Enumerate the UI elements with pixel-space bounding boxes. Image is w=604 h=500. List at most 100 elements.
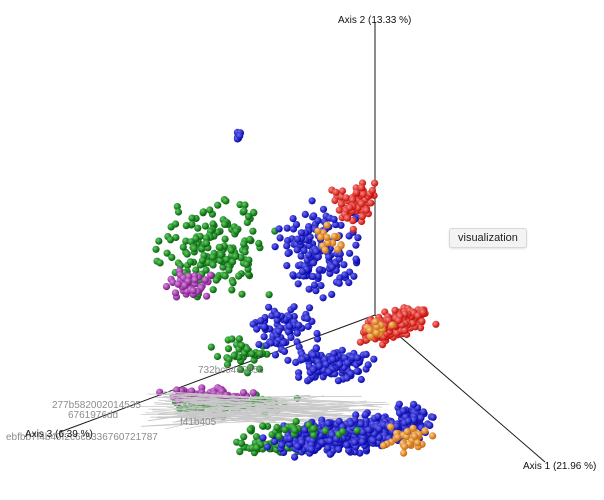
green-sample-point (291, 426, 299, 434)
green-sample-point (217, 251, 225, 259)
blue-sample-point (308, 197, 316, 205)
blue-sample-point (346, 249, 354, 257)
blue-sample-point (295, 321, 303, 329)
blue-sample-point (370, 355, 378, 363)
green-sample-point (182, 237, 190, 245)
blue-sample-point (364, 361, 372, 369)
green-sample-point (246, 235, 254, 243)
sample-label: 277b582002014535 (52, 400, 141, 411)
label-connector-line (155, 395, 362, 398)
red-sample-point (417, 324, 425, 332)
blue-sample-point (353, 354, 362, 362)
red-sample-point (367, 199, 375, 207)
blue-sample-point (265, 303, 273, 311)
red-sample-point (371, 179, 379, 187)
green-sample-point (265, 291, 273, 299)
blue-sample-point (305, 285, 313, 293)
orange-sample-point (314, 227, 322, 235)
blue-sample-point (324, 419, 332, 427)
blue-sample-point (294, 280, 302, 288)
red-sample-point (357, 184, 366, 192)
red-sample-point (348, 196, 357, 204)
blue-sample-point (350, 272, 358, 280)
green-sample-point (273, 423, 281, 431)
blue-sample-point (273, 311, 281, 319)
green-sample-point (248, 350, 256, 358)
visualization-button[interactable]: visualization (449, 228, 527, 248)
blue-sample-point (410, 416, 418, 424)
green-sample-point (235, 335, 243, 343)
blue-sample-point (267, 339, 275, 347)
green-sample-point (232, 227, 240, 235)
blue-sample-point (301, 426, 309, 434)
red-sample-point (401, 326, 409, 334)
green-sample-point (194, 224, 202, 232)
blue-sample-point (283, 262, 291, 270)
purple-sample-point (169, 278, 177, 286)
red-sample-point (358, 200, 366, 208)
orange-sample-point (330, 232, 339, 240)
green-sample-point (236, 448, 244, 456)
blue-sample-point (395, 400, 403, 408)
blue-sample-point (293, 442, 302, 450)
red-sample-point (331, 196, 339, 205)
green-sample-point (213, 352, 222, 361)
purple-sample-point (162, 283, 171, 291)
orange-sample-point (414, 439, 422, 447)
green-sample-point (207, 343, 215, 351)
blue-sample-point (338, 346, 346, 354)
green-sample-point (172, 220, 180, 228)
blue-sample-point (289, 215, 297, 223)
green-sample-point (166, 236, 175, 244)
label-connector-line (158, 413, 261, 422)
blue-sample-point (419, 408, 428, 416)
green-sample-point (246, 426, 254, 434)
blue-sample-point (332, 221, 340, 229)
blue-sample-point (336, 360, 344, 368)
blue-sample-point (306, 233, 314, 241)
green-sample-point (199, 208, 207, 216)
axis-1-label: Axis 1 (21.96 %) (523, 461, 596, 472)
red-sample-point (349, 217, 357, 225)
sample-labels: 732bc04e285c 277b582002014535 6761976dd … (6, 365, 264, 443)
orange-sample-point (400, 449, 408, 457)
blue-sample-point (292, 221, 301, 229)
axis-2-label: Axis 2 (13.33 %) (338, 15, 411, 26)
blue-sample-point (294, 235, 302, 243)
blue-sample-point (326, 437, 334, 445)
blue-sample-point (330, 215, 338, 223)
point-cloud (140, 128, 440, 461)
orange-sample-point (323, 233, 331, 241)
green-sample-point (216, 243, 224, 251)
red-sample-point (342, 194, 350, 202)
blue-sample-point (260, 333, 268, 341)
blue-sample-point (305, 304, 314, 312)
label-connector-line (174, 409, 276, 415)
blue-sample-point (347, 419, 355, 428)
orange-sample-point (367, 332, 375, 340)
blue-sample-point (319, 294, 327, 302)
purple-sample-point (174, 280, 182, 288)
green-sample-point (250, 209, 258, 217)
blue-sample-point (293, 329, 301, 337)
red-sample-point (337, 200, 345, 208)
green-sample-point (222, 197, 230, 205)
red-sample-point (332, 188, 340, 196)
blue-sample-point (417, 414, 425, 422)
blue-sample-point (284, 328, 292, 336)
green-sample-point (219, 263, 227, 271)
green-sample-point (209, 253, 217, 261)
blue-sample-point (271, 351, 280, 359)
blue-sample-point (399, 407, 407, 415)
red-sample-point (352, 189, 360, 197)
label-connector-line (152, 410, 277, 422)
purple-sample-point (188, 387, 196, 395)
blue-sample-point (316, 266, 324, 274)
blue-sample-point (271, 437, 279, 446)
red-sample-point (335, 206, 343, 214)
green-sample-point (256, 350, 264, 358)
orange-sample-point (429, 432, 437, 440)
green-sample-point (243, 369, 252, 377)
blue-sample-point (362, 410, 370, 419)
